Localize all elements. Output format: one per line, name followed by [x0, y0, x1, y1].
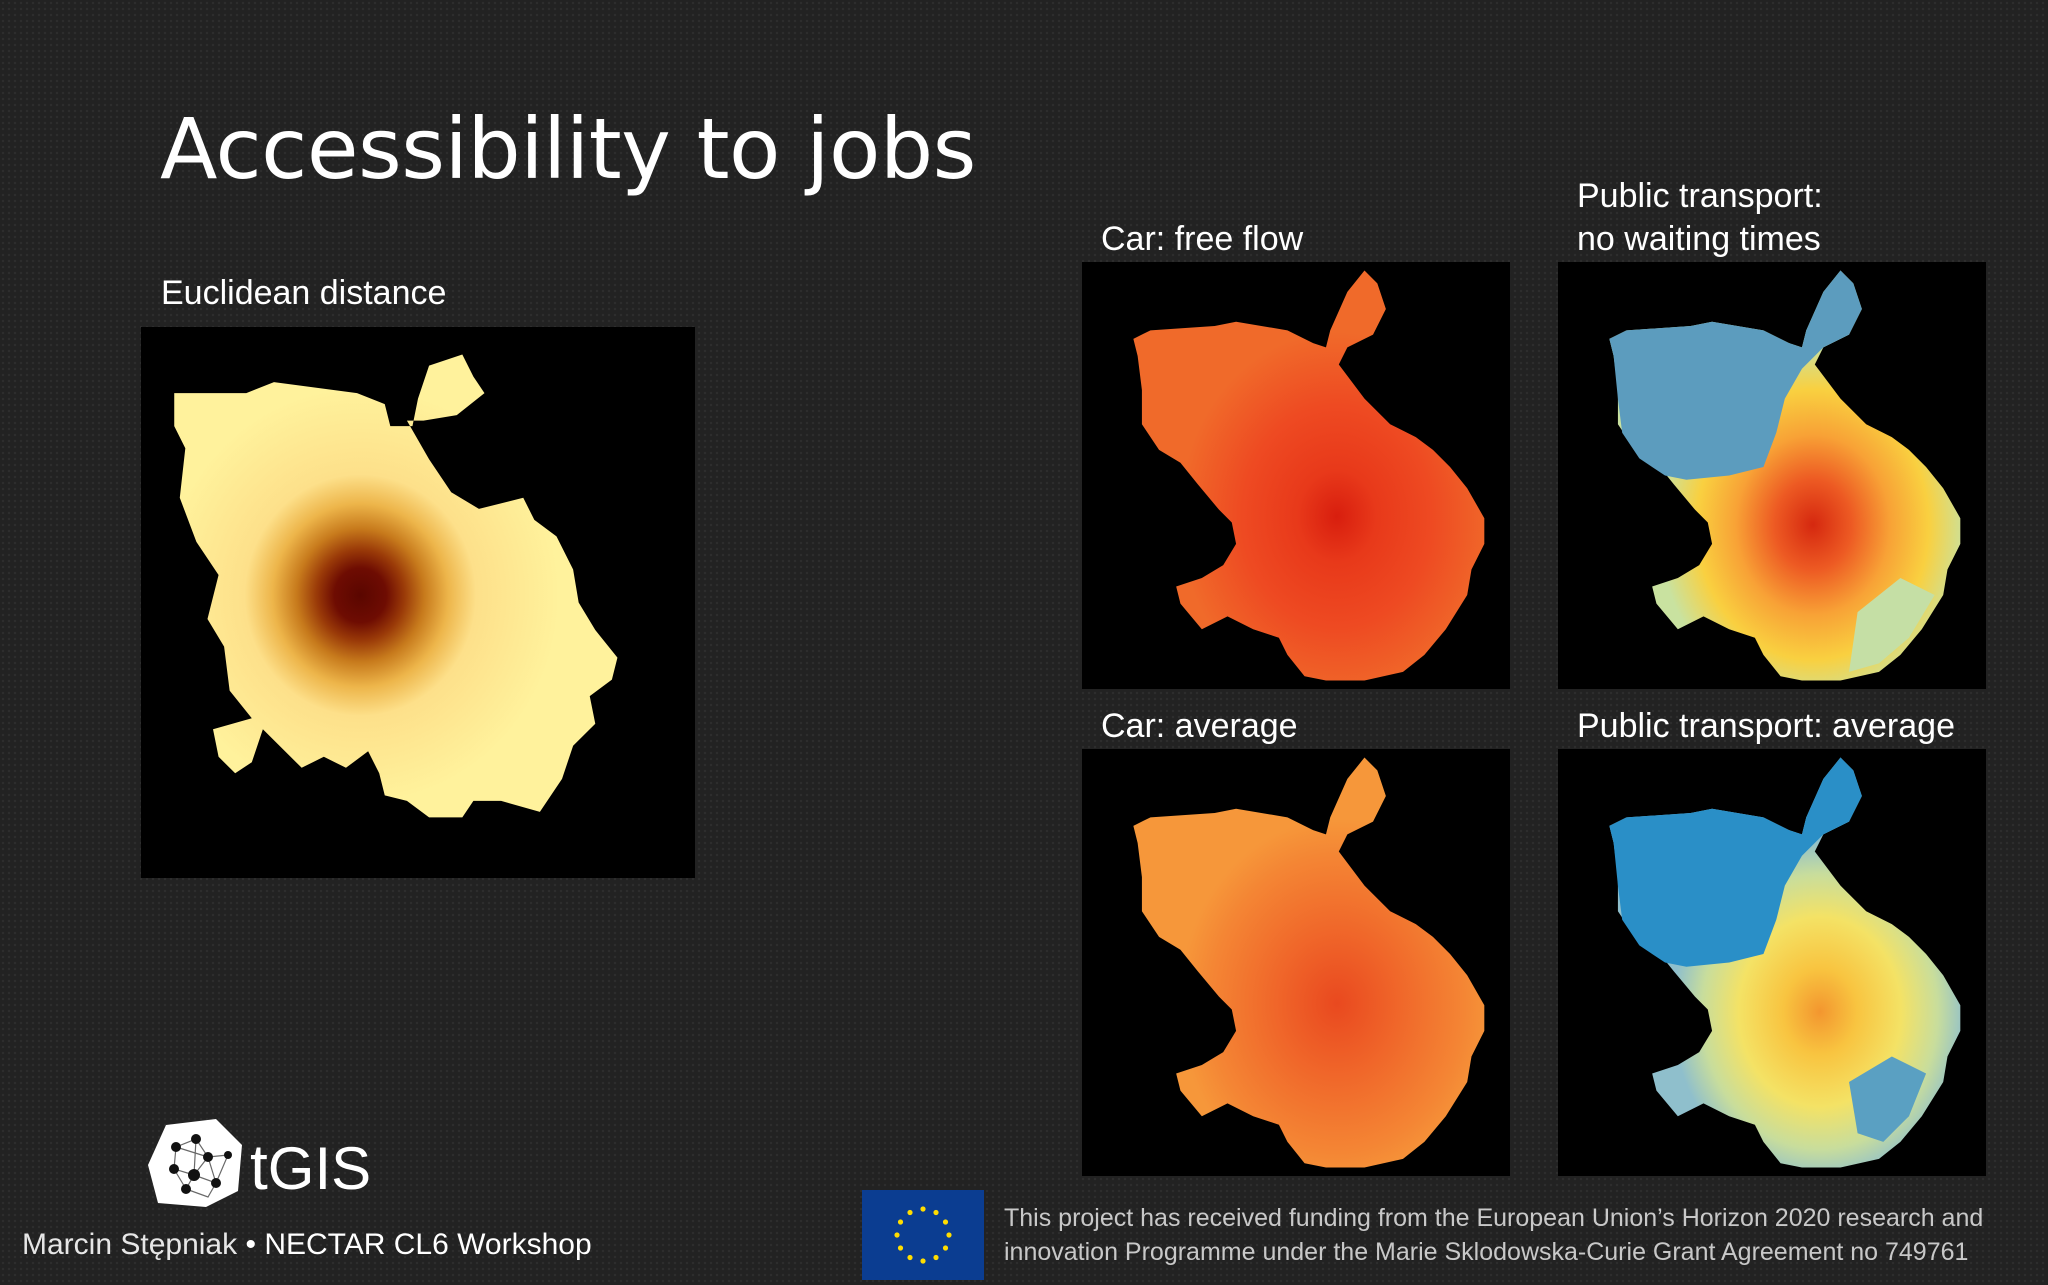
author-name: Marcin Stępniak	[22, 1228, 238, 1261]
network-graph-icon	[146, 1117, 246, 1209]
map-label-pt-no-waiting-line1: Public transport:	[1577, 177, 1823, 215]
map-label-car-free-flow: Car: free flow	[1101, 220, 1304, 258]
slide-title: Accessibility to jobs	[160, 100, 976, 198]
footer-author-line: Marcin Stępniak • NECTAR CL6 Workshop	[22, 1228, 592, 1262]
map-pt-average	[1558, 749, 1986, 1176]
map-car-average	[1082, 749, 1510, 1176]
map-pt-no-waiting	[1558, 262, 1986, 689]
funding-line-1: This project has received funding from t…	[1004, 1204, 1984, 1232]
logo-text: tGIS	[250, 1130, 371, 1204]
map-label-car-average: Car: average	[1101, 707, 1298, 745]
event-name: NECTAR CL6 Workshop	[264, 1228, 592, 1261]
map-car-free-flow	[1082, 262, 1510, 689]
funding-notice: This project has received funding from t…	[1004, 1201, 1983, 1269]
footer-separator: •	[245, 1228, 256, 1261]
logo-text-t: t	[250, 1131, 268, 1203]
funding-line-2: innovation Programme under the Marie Skl…	[1004, 1238, 1969, 1266]
eu-flag-icon	[862, 1190, 984, 1280]
map-label-euclidean: Euclidean distance	[161, 274, 447, 312]
map-label-pt-no-waiting: Public transport: no waiting times	[1577, 175, 1823, 261]
map-label-pt-average: Public transport: average	[1577, 707, 1955, 745]
logo-text-gis: GIS	[267, 1135, 372, 1202]
map-label-pt-no-waiting-line2: no waiting times	[1577, 220, 1821, 258]
map-euclidean-distance	[141, 327, 695, 878]
